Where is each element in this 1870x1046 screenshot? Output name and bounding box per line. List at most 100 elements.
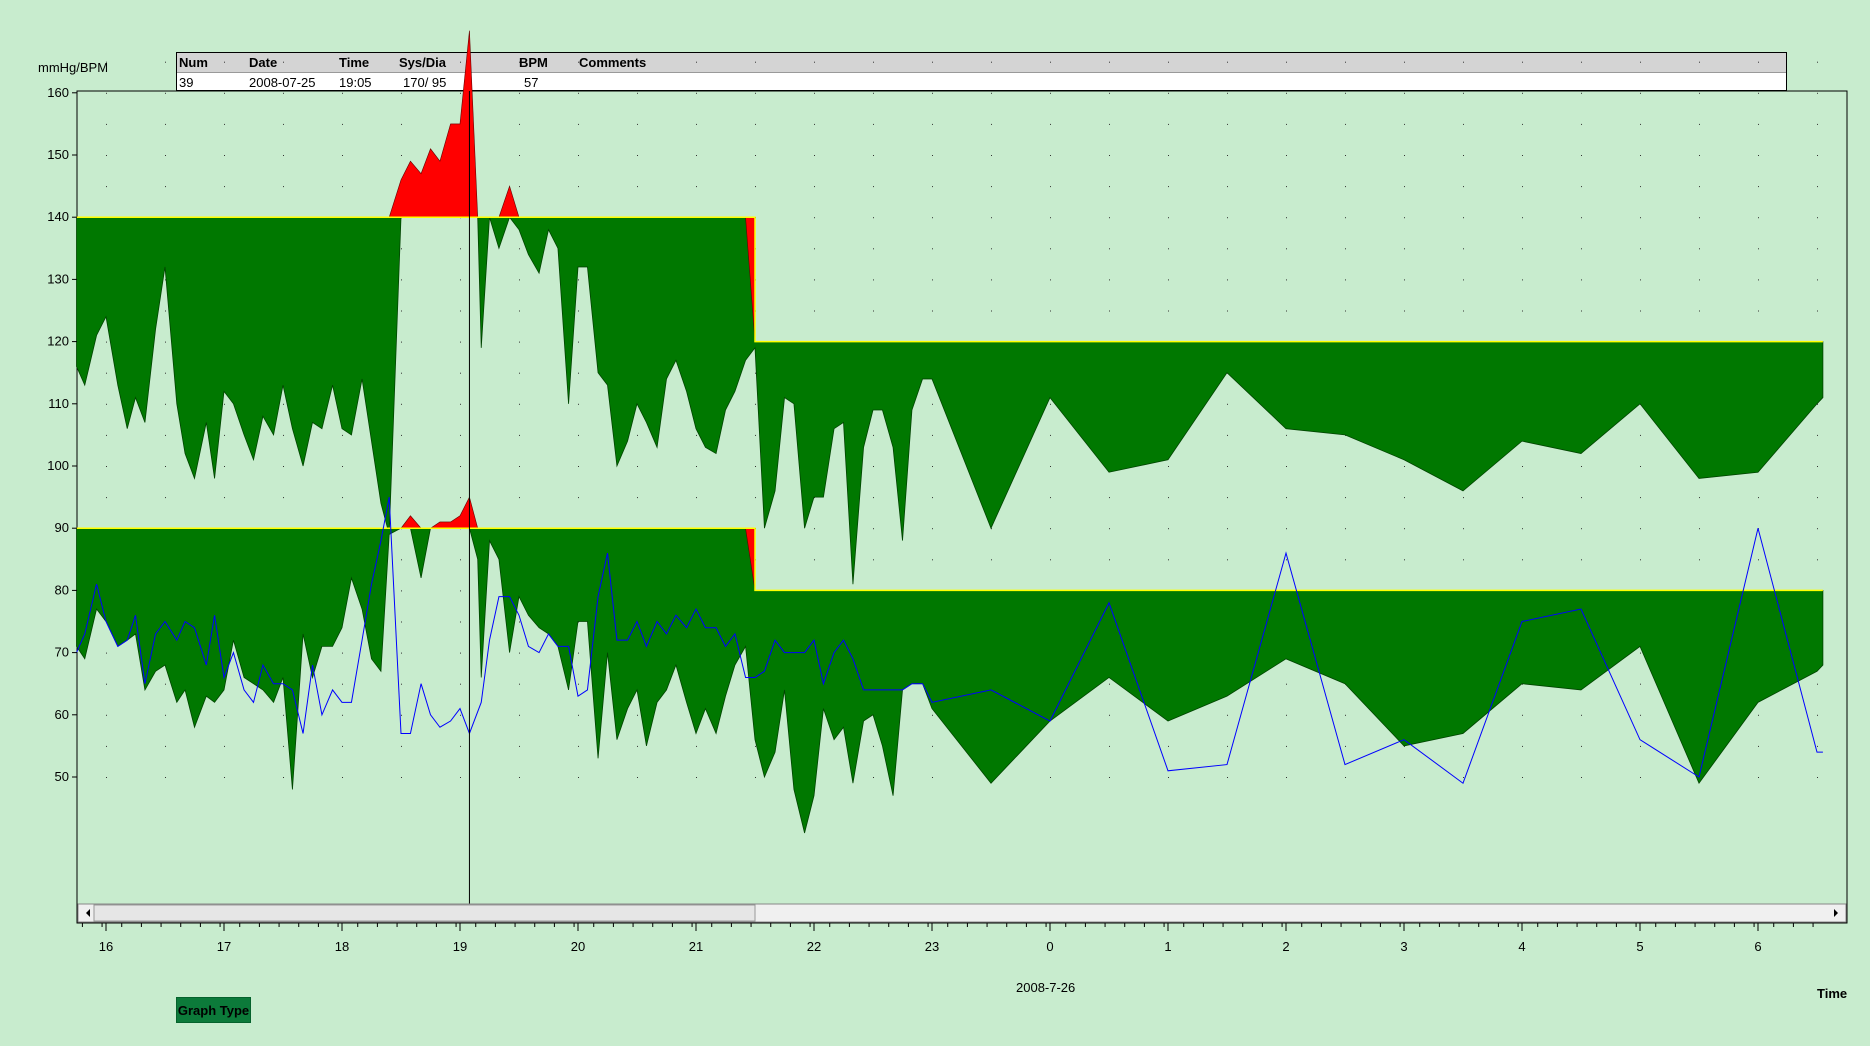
grid-dot [283, 92, 284, 94]
grid-dot [1404, 186, 1405, 188]
grid-dot [1817, 248, 1818, 250]
grid-dot [1109, 92, 1110, 94]
scroll-left-arrow-icon[interactable] [86, 909, 90, 917]
grid-dot [342, 92, 343, 94]
grid-dot [283, 745, 284, 747]
grid-dot [224, 745, 225, 747]
grid-dot [1227, 497, 1228, 499]
grid-dot [1404, 559, 1405, 561]
grid-dot [1817, 745, 1818, 747]
grid-dot [637, 777, 638, 778]
grid-dot [1640, 528, 1641, 530]
grid-dot [460, 745, 461, 747]
grid-dot [1227, 310, 1228, 312]
x-axis-unit-label: Time [1817, 986, 1848, 1001]
header-sys-dia[interactable]: Sys/Dia [399, 55, 446, 70]
grid-dot [342, 745, 343, 747]
grid-dot [578, 714, 579, 716]
header-bpm[interactable]: BPM [519, 55, 548, 70]
x-tick-label: 3 [1400, 939, 1407, 954]
y-tick-label: 110 [48, 396, 69, 411]
grid-dot [1758, 217, 1759, 219]
grid-dot [1345, 745, 1346, 747]
grid-dot [637, 155, 638, 156]
grid-dot [1640, 279, 1641, 281]
grid-dot [224, 186, 225, 188]
grid-dot [1109, 528, 1110, 530]
grid-dot [1227, 434, 1228, 436]
x-tick-label: 20 [571, 939, 585, 954]
grid-dot [460, 310, 461, 312]
grid-dot [637, 714, 638, 716]
header-date[interactable]: Date [249, 55, 278, 70]
grid-dot [1109, 559, 1110, 561]
grid-dot [1463, 559, 1464, 561]
grid-dot [283, 403, 284, 405]
grid-dot [696, 186, 697, 188]
header-time[interactable]: Time [339, 55, 370, 70]
grid-dot [106, 434, 107, 436]
grid-dot [1050, 186, 1051, 188]
grid-dot [1227, 123, 1228, 125]
grid-dot [1640, 559, 1641, 561]
grid-dot [224, 123, 225, 125]
grid-dot [106, 466, 107, 467]
grid-dot [637, 123, 638, 125]
grid-dot [1758, 777, 1759, 778]
grid-dot [1581, 777, 1582, 778]
grid-dot [1581, 745, 1582, 747]
grid-dot [519, 683, 520, 685]
grid-dot [1227, 248, 1228, 250]
grid-dot [1286, 434, 1287, 436]
grid-dot [1286, 745, 1287, 747]
grid-dot [814, 528, 815, 530]
grid-dot [1168, 528, 1169, 530]
grid-dot [401, 683, 402, 685]
grid-dot [1640, 652, 1641, 654]
grid-dot [401, 61, 402, 63]
grid-dot [106, 745, 107, 747]
grid-dot [460, 714, 461, 716]
grid-dot [165, 466, 166, 467]
grid-dot [460, 590, 461, 592]
scroll-right-arrow-icon[interactable] [1834, 909, 1838, 917]
grid-dot [578, 341, 579, 343]
grid-dot [873, 745, 874, 747]
grid-dot [342, 434, 343, 436]
grid-dot [932, 217, 933, 219]
grid-dot [755, 123, 756, 125]
grid-dot [1286, 559, 1287, 561]
grid-dot [873, 217, 874, 219]
header-num[interactable]: Num [179, 55, 208, 70]
grid-dot [814, 155, 815, 156]
bpm-line [76, 497, 1823, 785]
scrollbar-thumb[interactable] [93, 904, 756, 922]
grid-dot [1463, 528, 1464, 530]
grid-dot [932, 434, 933, 436]
grid-dot [873, 466, 874, 467]
grid-dot [519, 434, 520, 436]
grid-dot [814, 497, 815, 499]
grid-dot [1522, 497, 1523, 499]
grid-dot [991, 310, 992, 312]
grid-dot [165, 92, 166, 94]
grid-dot [755, 745, 756, 747]
grid-dot [1463, 61, 1464, 63]
grid-dot [106, 652, 107, 654]
grid-dot [637, 61, 638, 63]
grid-dot [1699, 497, 1700, 499]
grid-dot [106, 123, 107, 125]
grid-dot [1345, 714, 1346, 716]
grid-dot [1758, 745, 1759, 747]
grid-dot [578, 186, 579, 188]
grid-dot [1522, 310, 1523, 312]
grid-dot [283, 61, 284, 63]
grid-dot [755, 155, 756, 156]
grid-dot [224, 466, 225, 467]
grid-dot [873, 248, 874, 250]
header-comments[interactable]: Comments [579, 55, 647, 70]
graph-type-button[interactable]: Graph Type [176, 997, 251, 1023]
info-table-row[interactable]: 39 2008-07-25 19:05 170/ 95 57 [177, 73, 1786, 91]
grid-dot [873, 434, 874, 436]
